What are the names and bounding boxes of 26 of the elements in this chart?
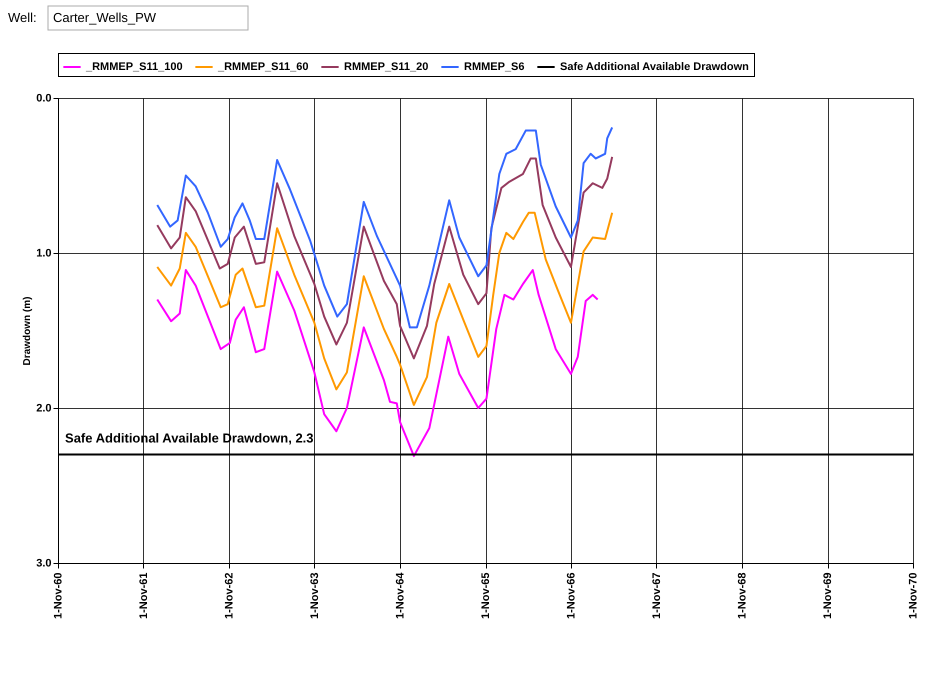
y-axis-title: Drawdown (m) [22,296,34,366]
legend-label: RMMEP_S6 [464,61,525,73]
legend-label: _RMMEP_S11_100 [85,61,183,73]
x-tick-label: 1-Nov-69 [822,572,834,619]
x-tick-label: 1-Nov-62 [223,572,236,619]
y-tick-label: 3.0 [36,558,52,570]
x-tick-label: 1-Nov-61 [138,572,150,619]
x-tick-label: 1-Nov-66 [565,572,578,619]
x-tick-label: 1-Nov-68 [736,572,749,619]
y-tick-label: 2.0 [36,402,52,414]
legend-label: RMMEP_S11_20 [344,61,428,73]
line-series [156,212,614,406]
line-series [156,126,614,328]
x-tick-label: 1-Nov-64 [394,572,407,619]
legend-label: Safe Additional Available Drawdown [560,61,750,73]
x-tick-label: 1-Nov-63 [308,572,321,619]
x-tick-label: 1-Nov-60 [52,572,64,619]
y-tick-label: 0.0 [36,92,52,104]
y-tick-label: 1.0 [36,248,52,260]
x-tick-label: 1-Nov-65 [480,572,492,619]
chart-subtitle: Carter_Wells_PW [53,10,157,25]
x-tick-label: 1-Nov-70 [908,572,920,619]
chart-title: Well: [8,10,37,25]
legend-label: _RMMEP_S11_60 [217,61,308,73]
x-tick-label: 1-Nov-67 [650,572,663,619]
line-series [156,156,614,360]
